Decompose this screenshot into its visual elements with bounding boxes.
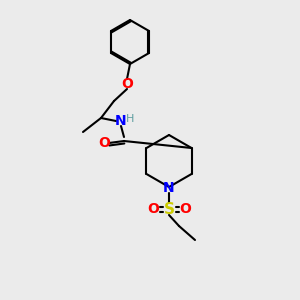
Text: N: N — [163, 181, 175, 195]
Text: O: O — [121, 77, 133, 91]
Text: O: O — [147, 202, 159, 216]
Text: O: O — [98, 136, 110, 150]
Text: S: S — [164, 202, 175, 217]
Text: O: O — [179, 202, 191, 216]
Text: N: N — [115, 114, 127, 128]
Text: H: H — [126, 114, 134, 124]
